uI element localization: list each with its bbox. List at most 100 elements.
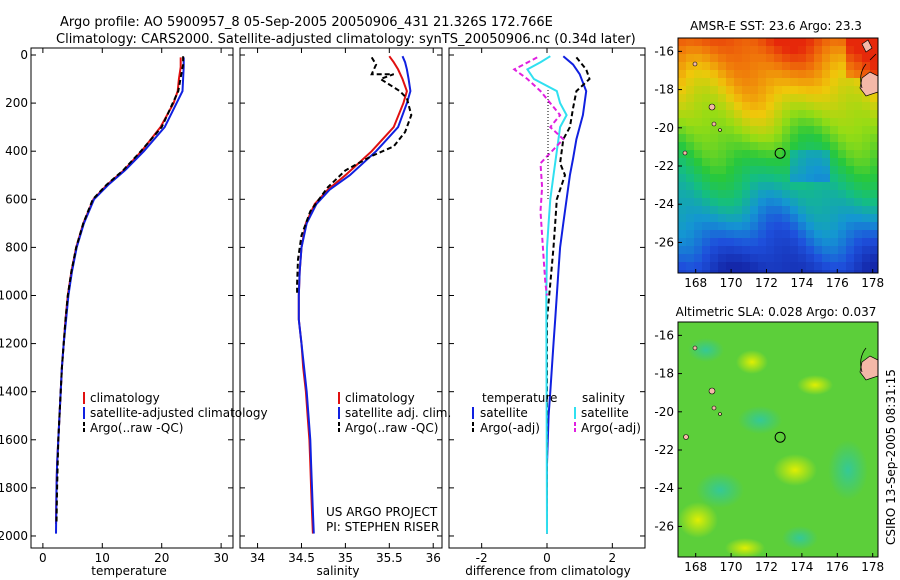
sst-cell [750, 222, 758, 230]
sst-cell [790, 78, 798, 86]
sla-map-frame [677, 321, 879, 558]
sst-cell [702, 86, 710, 94]
sst-cell [750, 126, 758, 134]
sst-cell [734, 110, 742, 118]
sst-cell [694, 38, 702, 46]
sst-cell [726, 118, 734, 126]
sst-cell [774, 198, 782, 206]
sst-cell [870, 206, 878, 214]
sst-cell [742, 110, 750, 118]
sst-cell [750, 238, 758, 246]
sst-cell [694, 270, 702, 273]
sst-cell [870, 254, 878, 262]
sst-cell [870, 270, 878, 273]
sst-cell [710, 86, 718, 94]
sst-cell [870, 126, 878, 134]
sst-cell [790, 190, 798, 198]
sst-cell [870, 182, 878, 190]
y-tick-label: 1000 [0, 288, 28, 302]
sst-cell [790, 86, 798, 94]
sst-cell [726, 102, 734, 110]
legend-label-argo: Argo(..raw -QC) [345, 421, 438, 435]
sst-cell [822, 110, 830, 118]
sst-cell [838, 246, 846, 254]
sst-cell [846, 182, 854, 190]
sst-cell [686, 38, 694, 46]
sst-cell [830, 158, 838, 166]
sst-cell [726, 254, 734, 262]
figure-title-line1: Argo profile: AO 5900957_8 05-Sep-2005 2… [60, 15, 553, 30]
sst-cell [686, 158, 694, 166]
sst-cell [790, 46, 798, 54]
sst-cell [710, 262, 718, 270]
sst-cell [686, 126, 694, 134]
sst-cell [750, 142, 758, 150]
sst-cell [718, 262, 726, 270]
coastline [860, 347, 867, 373]
sst-cell [822, 150, 830, 158]
sst-cell [790, 198, 798, 206]
sst-cell [702, 182, 710, 190]
sst-cell [870, 238, 878, 246]
sst-cell [782, 118, 790, 126]
sst-cell [750, 102, 758, 110]
sst-cell [694, 86, 702, 94]
sst-cell [806, 102, 814, 110]
sst-cell [790, 238, 798, 246]
sst-cell [854, 166, 862, 174]
sst-cell [814, 134, 822, 142]
sst-cell [766, 198, 774, 206]
sst-cell [846, 126, 854, 134]
sst-cell [750, 206, 758, 214]
land-island [683, 434, 689, 440]
sst-cell [742, 198, 750, 206]
sst-cell [750, 134, 758, 142]
project-name: US ARGO PROJECT [326, 505, 438, 519]
x-tick-label: 176 [826, 560, 849, 574]
sst-cell [838, 222, 846, 230]
sst-cell [822, 238, 830, 246]
sst-cell [702, 238, 710, 246]
sst-cell [774, 254, 782, 262]
sst-cell [806, 150, 814, 158]
sla-map-ticks: 168 170 172 174 176 178 -16 -18 -20 -22 -24 -26 [654, 328, 884, 574]
sst-cell [854, 222, 862, 230]
sst-cell [758, 222, 766, 230]
sst-cell [782, 110, 790, 118]
sst-cell [702, 222, 710, 230]
sst-cell [798, 118, 806, 126]
sst-cell [806, 46, 814, 54]
sst-cell [750, 158, 758, 166]
sst-cell [758, 110, 766, 118]
sst-cell [822, 46, 830, 54]
sst-cell [718, 62, 726, 70]
sst-cell [758, 126, 766, 134]
sst-cell [702, 142, 710, 150]
sst-cell [774, 78, 782, 86]
sst-cell [830, 254, 838, 262]
sst-cell [734, 214, 742, 222]
sst-cell [870, 150, 878, 158]
sst-cell [838, 198, 846, 206]
sst-cell [694, 46, 702, 54]
sst-cell [686, 54, 694, 62]
y-tick-label: -16 [654, 44, 674, 58]
sst-cell [726, 182, 734, 190]
sst-cell [774, 94, 782, 102]
sst-cell [798, 254, 806, 262]
sst-cell [686, 102, 694, 110]
sst-cell [814, 174, 822, 182]
sst-cell [782, 70, 790, 78]
y-tick-label: 1800 [0, 481, 28, 495]
sst-cell [798, 70, 806, 78]
sst-cell [710, 190, 718, 198]
sst-cell [830, 38, 838, 46]
sst-cell [718, 118, 726, 126]
sst-cell [830, 198, 838, 206]
sst-cell [846, 190, 854, 198]
sst-cell [742, 78, 750, 86]
sst-cell [774, 182, 782, 190]
sst-cell [758, 246, 766, 254]
sst-cell [742, 94, 750, 102]
sst-cell [830, 46, 838, 54]
